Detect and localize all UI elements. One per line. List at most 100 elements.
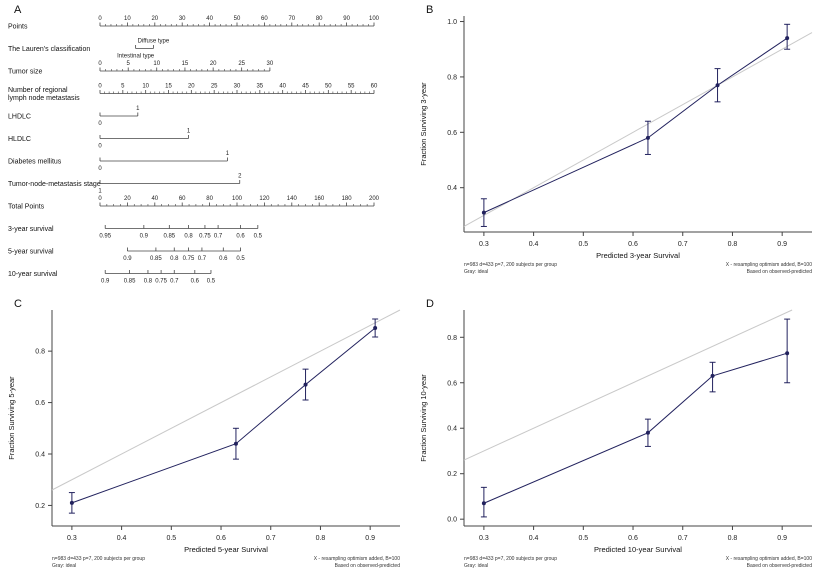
nomogram-row: 10-year survival 0.9 0.85 0.8 0.75 0.7 0.6 0.5 (8, 270, 216, 285)
panel-b-label: B (426, 4, 434, 16)
tick-label: 0 (98, 61, 102, 67)
x-tick-label: 0.8 (728, 535, 738, 542)
y-axis-label: Fraction Surviving 10-year (419, 374, 428, 462)
tick-label: 0.95 (99, 234, 111, 240)
tick-label: 0.5 (236, 256, 245, 262)
tick-label: 30 (267, 61, 274, 67)
y-tick-label: 0.6 (447, 380, 457, 387)
nomogram-row-label: Number of regional (8, 87, 68, 94)
tick-label: 0.7 (198, 256, 207, 262)
data-point (233, 441, 238, 446)
nomogram-row: 3-year survival 0.95 0.9 0.85 0.8 0.75 0.7 0.6 0… (8, 225, 263, 240)
tick-label: 0.9 (123, 256, 132, 262)
x-tick-label: 0.8 (316, 535, 326, 542)
data-point (645, 135, 650, 140)
tick-label: 0.8 (184, 234, 193, 240)
tick-label: 0.6 (219, 256, 228, 262)
footnote-left: n=983 d=433 p=7, 200 subjects per group (464, 262, 557, 268)
tick-label: 100 (232, 196, 243, 202)
x-tick-label: 0.5 (578, 241, 588, 248)
tick-label: 0 (98, 121, 102, 127)
nomogram-row-label: Points (8, 24, 28, 31)
tick-label: 5 (127, 61, 131, 67)
nomogram-row: Diabetes mellitus 1 0 (8, 151, 230, 172)
footnote-left: Gray: ideal (464, 269, 488, 275)
tick-label: 80 (206, 196, 213, 202)
tick-label: 20 (124, 196, 131, 202)
tick-label: 0.85 (163, 234, 175, 240)
y-tick-label: 0.4 (447, 185, 457, 192)
x-tick-label: 0.7 (266, 535, 276, 542)
tick-label: 10 (142, 84, 149, 90)
tick-label: 40 (151, 196, 158, 202)
nomogram-row-label: Diabetes mellitus (8, 159, 62, 166)
nomogram-row-label: Total Points (8, 204, 45, 211)
nomogram-row: LHDLC 1 0 (8, 106, 140, 127)
panel-a-label: A (14, 4, 22, 16)
tick-label: 50 (325, 84, 332, 90)
nomogram-row: 5-year survival 0.9 0.85 0.8 0.75 0.7 0.6 0.5 (8, 247, 245, 262)
tick-label: 1 (187, 129, 191, 135)
tick-label: 120 (259, 196, 270, 202)
x-tick-label: 0.6 (628, 535, 638, 542)
data-point (710, 373, 715, 378)
x-tick-label: 0.7 (678, 535, 688, 542)
x-tick-label: 0.9 (777, 535, 787, 542)
tick-label: 90 (343, 16, 350, 22)
x-tick-label: 0.5 (166, 535, 176, 542)
x-tick-label: 0.4 (529, 535, 539, 542)
data-point (481, 210, 486, 215)
tick-label: 1 (136, 106, 140, 112)
footnote-left: Gray: ideal (464, 563, 488, 569)
tick-label: 0.5 (254, 234, 263, 240)
tick-label: 45 (302, 84, 309, 90)
tick-label: 140 (287, 196, 298, 202)
x-axis-label: Predicted 5-year Survival (184, 545, 268, 554)
footnote-right: Based on observed-predicted (747, 563, 813, 569)
nomogram-row: The Lauren's classification Diffuse type I… (8, 39, 170, 60)
tick-label: 0 (98, 84, 102, 90)
tick-label: 0.75 (155, 279, 167, 285)
nomogram-row: Tumor-node-metastasis stage 2 1 (8, 174, 242, 195)
nomogram-row-label: The Lauren's classification (8, 46, 90, 53)
data-point (481, 501, 486, 506)
tick-label: 60 (179, 196, 186, 202)
tick-label: 30 (179, 16, 186, 22)
calibration-chart-3year: 0.3 0.4 0.5 0.6 0.7 0.8 0.9 0.4 0.6 0.8 1.0 Predict… (419, 16, 813, 275)
tick-label: 20 (151, 16, 158, 22)
y-tick-label: 0.0 (447, 517, 457, 524)
nomogram-row-label: 3-year survival (8, 226, 54, 233)
nomogram-row: Points 0 10 20 30 40 50 60 70 80 90 100 (8, 16, 380, 31)
nomogram-row: HLDLC 1 0 (8, 129, 191, 150)
tick-label: 35 (256, 84, 263, 90)
x-tick-label: 0.9 (777, 241, 787, 248)
tick-label: 2 (238, 174, 242, 180)
nomogram-row: Tumor size 0 5 10 15 20 25 30 (8, 61, 274, 76)
tick-label: 80 (316, 16, 323, 22)
x-tick-label: 0.3 (479, 535, 489, 542)
data-point (645, 430, 650, 435)
y-axis-label: Fraction Surviving 3-year (419, 82, 428, 166)
nomogram-row-label: HLDLC (8, 136, 31, 143)
tick-label: 40 (279, 84, 286, 90)
tick-label: Diffuse type (138, 39, 170, 45)
y-tick-label: 0.6 (447, 130, 457, 137)
tick-label: 0.85 (150, 256, 162, 262)
x-tick-label: 0.6 (216, 535, 226, 542)
calibration-line (483, 37, 788, 214)
tick-label: 5 (121, 84, 125, 90)
panel-b: B 0.3 0.4 0.5 0.6 0.7 0.8 0.9 0.4 0.6 0.8 1.0 Predi… (412, 0, 824, 294)
tick-label: 30 (234, 84, 241, 90)
footnote-right: X - resampling optimism added, B=100 (726, 262, 813, 268)
y-tick-label: 0.2 (35, 503, 45, 510)
tick-label: 0.75 (199, 234, 211, 240)
y-tick-label: 0.8 (35, 349, 45, 356)
y-tick-label: 0.4 (447, 426, 457, 433)
tick-label: 160 (314, 196, 325, 202)
tick-label: 25 (211, 84, 218, 90)
x-axis-label: Predicted 10-year Survival (594, 545, 682, 554)
tick-label: 20 (188, 84, 195, 90)
tick-label: 1 (98, 189, 102, 195)
